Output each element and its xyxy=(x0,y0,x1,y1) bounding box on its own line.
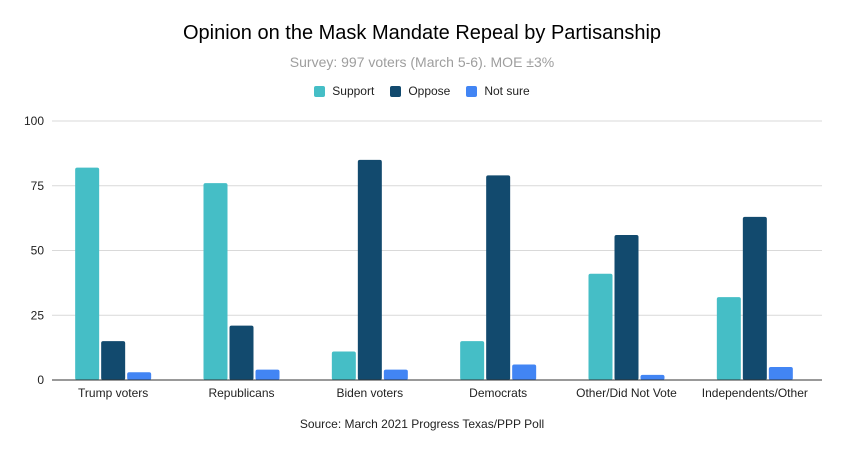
x-tick-label: Republicans xyxy=(208,386,274,400)
bar-not-sure[interactable] xyxy=(255,369,280,380)
x-tick-label: Biden voters xyxy=(336,386,403,400)
legend-swatch-oppose xyxy=(390,85,402,97)
bar-not-sure[interactable] xyxy=(383,369,408,380)
x-tick-label: Independents/Other xyxy=(702,386,808,400)
bar-oppose[interactable] xyxy=(614,234,639,380)
legend-label-support: Support xyxy=(332,84,375,98)
legend-item-support[interactable]: Support xyxy=(314,84,374,98)
legend-swatch-not-sure xyxy=(466,85,478,97)
y-tick-label: 50 xyxy=(31,244,45,258)
bar-support[interactable] xyxy=(588,273,613,380)
bar-not-sure[interactable] xyxy=(127,372,152,380)
x-tick-label: Democrats xyxy=(469,386,527,400)
legend-label-not-sure: Not sure xyxy=(484,84,530,98)
bar-oppose[interactable] xyxy=(486,175,511,380)
bar-oppose[interactable] xyxy=(101,341,126,380)
chart-title: Opinion on the Mask Mandate Repeal by Pa… xyxy=(182,22,662,44)
x-tick-label: Trump voters xyxy=(78,386,148,400)
chart-source: Source: March 2021 Progress Texas/PPP Po… xyxy=(299,417,545,431)
bar-support[interactable] xyxy=(716,297,741,380)
bar-oppose[interactable] xyxy=(357,159,382,380)
bar-oppose[interactable] xyxy=(742,216,767,380)
y-tick-label: 25 xyxy=(31,308,45,322)
legend-item-not-sure[interactable]: Not sure xyxy=(466,84,530,98)
bar-not-sure[interactable] xyxy=(768,367,793,380)
bar-not-sure[interactable] xyxy=(640,374,665,380)
legend-swatch-support xyxy=(314,85,326,97)
bar-support[interactable] xyxy=(331,351,356,380)
bar-support[interactable] xyxy=(75,167,100,380)
bar-not-sure[interactable] xyxy=(512,364,537,380)
bar-support[interactable] xyxy=(203,183,228,380)
y-tick-label: 75 xyxy=(31,179,45,193)
legend-item-oppose[interactable]: Oppose xyxy=(390,84,450,98)
bar-oppose[interactable] xyxy=(229,325,254,380)
legend: Support Oppose Not sure xyxy=(0,84,844,98)
x-tick-label: Other/Did Not Vote xyxy=(576,386,677,400)
y-tick-label: 100 xyxy=(24,114,44,128)
y-tick-label: 0 xyxy=(37,373,44,387)
legend-label-oppose: Oppose xyxy=(408,84,451,98)
bar-support[interactable] xyxy=(460,341,485,380)
chart-subtitle: Survey: 997 voters (March 5-6). MOE ±3% xyxy=(289,54,555,70)
